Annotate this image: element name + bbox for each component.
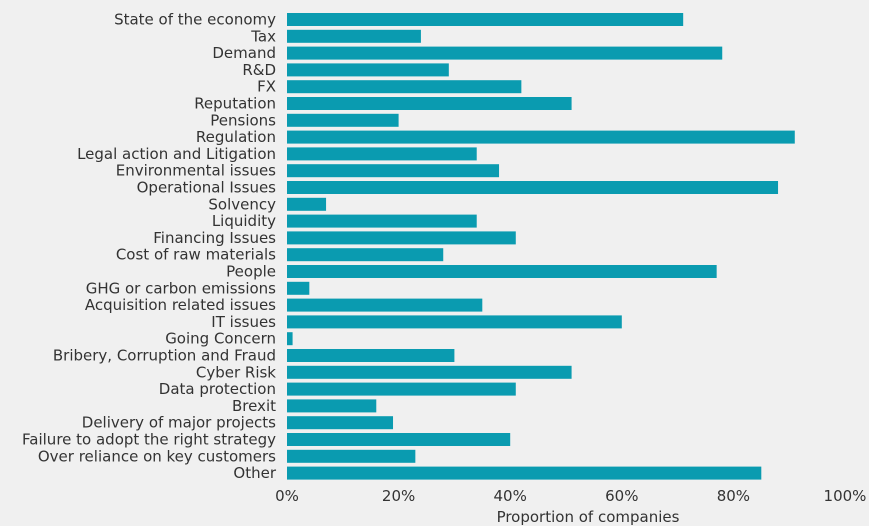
bar — [287, 416, 394, 430]
category-label: Cost of raw materials — [116, 246, 276, 264]
bar — [287, 63, 449, 77]
bar — [287, 181, 779, 194]
bar — [287, 248, 444, 262]
x-tick-label: 100% — [824, 487, 867, 505]
x-tick-label: 0% — [275, 487, 299, 505]
x-tick-label: 80% — [717, 487, 750, 505]
bar — [287, 29, 421, 43]
bar — [287, 332, 293, 346]
category-labels: State of the economyTaxDemandR&DFXReputa… — [22, 11, 277, 483]
category-label: Reputation — [194, 95, 276, 113]
category-label: State of the economy — [114, 11, 276, 29]
bar — [287, 214, 477, 228]
bar — [287, 399, 377, 413]
bar — [287, 449, 416, 463]
category-label: Failure to adopt the right strategy — [22, 431, 276, 449]
bar — [287, 265, 717, 278]
bar — [287, 382, 516, 396]
category-label: Environmental issues — [116, 162, 276, 180]
bar — [287, 113, 399, 127]
bar — [287, 281, 310, 295]
category-label: Liquidity — [212, 212, 276, 230]
category-label: Tax — [250, 27, 276, 45]
bar — [287, 97, 572, 110]
category-label: Pensions — [210, 111, 276, 129]
category-label: IT issues — [211, 313, 276, 331]
category-label: Bribery, Corruption and Fraud — [53, 347, 276, 365]
bar — [287, 315, 622, 329]
category-label: People — [226, 263, 276, 281]
bar — [287, 197, 327, 211]
category-label: Operational Issues — [137, 179, 277, 197]
category-label: Delivery of major projects — [82, 414, 276, 432]
category-label: Regulation — [196, 128, 276, 146]
category-label: Cyber Risk — [196, 363, 276, 381]
x-axis-ticks: 0% 20% 40% 60% 80% 100% — [275, 487, 866, 505]
category-label: Demand — [212, 44, 276, 62]
x-axis-title: Proportion of companies — [497, 508, 680, 526]
category-label: GHG or carbon emissions — [86, 279, 276, 297]
category-label: Other — [233, 464, 276, 482]
category-label: R&D — [242, 61, 276, 79]
bar — [287, 298, 483, 312]
bar — [287, 466, 762, 480]
bar — [287, 147, 477, 161]
category-label: Over reliance on key customers — [38, 447, 276, 465]
category-label: Going Concern — [165, 330, 276, 348]
x-tick-label: 20% — [382, 487, 415, 505]
bar — [287, 130, 795, 144]
category-label: Acquisition related issues — [85, 296, 276, 314]
category-label: Legal action and Litigation — [77, 145, 276, 163]
bar — [287, 164, 500, 178]
bar — [287, 349, 455, 362]
category-label: Financing Issues — [153, 229, 276, 247]
bar — [287, 365, 572, 379]
category-label: Data protection — [159, 380, 276, 398]
bar — [287, 13, 684, 26]
bars-group — [287, 13, 795, 480]
bar — [287, 231, 516, 245]
category-label: Brexit — [232, 397, 276, 415]
bar — [287, 80, 522, 94]
bar — [287, 46, 723, 60]
category-label: FX — [257, 78, 276, 96]
bar — [287, 433, 511, 446]
x-tick-label: 40% — [494, 487, 527, 505]
x-tick-label: 60% — [605, 487, 638, 505]
category-label: Solvency — [208, 195, 276, 213]
